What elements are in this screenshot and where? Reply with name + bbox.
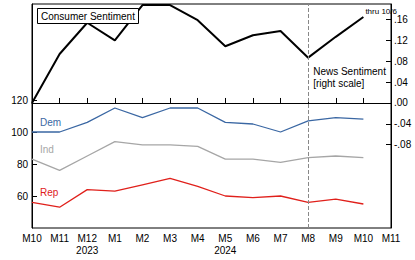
svg-text:-.08: -.08 (394, 139, 412, 150)
svg-text:Consumer Sentiment: Consumer Sentiment (41, 11, 135, 22)
svg-text:Dem: Dem (40, 117, 61, 128)
svg-text:M5: M5 (218, 233, 232, 244)
svg-text:M2: M2 (136, 233, 150, 244)
svg-text:thru 10/6: thru 10/6 (365, 7, 397, 16)
svg-text:.16: .16 (394, 14, 408, 25)
svg-text:.00: .00 (394, 97, 408, 108)
svg-text:M12: M12 (78, 233, 98, 244)
svg-text:M9: M9 (329, 233, 343, 244)
svg-text:-.04: -.04 (394, 118, 412, 129)
svg-text:120: 120 (11, 95, 28, 106)
svg-text:M8: M8 (301, 233, 315, 244)
svg-text:60: 60 (17, 191, 29, 202)
svg-text:M7: M7 (274, 233, 288, 244)
svg-text:.08: .08 (394, 56, 408, 67)
svg-text:100: 100 (11, 127, 28, 138)
svg-text:[right scale]: [right scale] (313, 78, 364, 89)
svg-text:Rep: Rep (40, 187, 59, 198)
svg-text:M6: M6 (246, 233, 260, 244)
svg-text:M11: M11 (382, 233, 401, 244)
svg-text:Ind: Ind (40, 144, 54, 155)
svg-text:.12: .12 (394, 35, 408, 46)
svg-text:.04: .04 (394, 77, 408, 88)
svg-text:2024: 2024 (214, 245, 237, 256)
svg-text:80: 80 (17, 159, 29, 170)
svg-text:M3: M3 (163, 233, 177, 244)
svg-text:M11: M11 (50, 233, 69, 244)
svg-text:News Sentiment: News Sentiment (313, 66, 386, 77)
svg-text:M4: M4 (191, 233, 205, 244)
svg-text:M1: M1 (108, 233, 122, 244)
svg-text:M10: M10 (354, 233, 374, 244)
svg-text:2023: 2023 (76, 245, 99, 256)
svg-text:M10: M10 (22, 233, 42, 244)
